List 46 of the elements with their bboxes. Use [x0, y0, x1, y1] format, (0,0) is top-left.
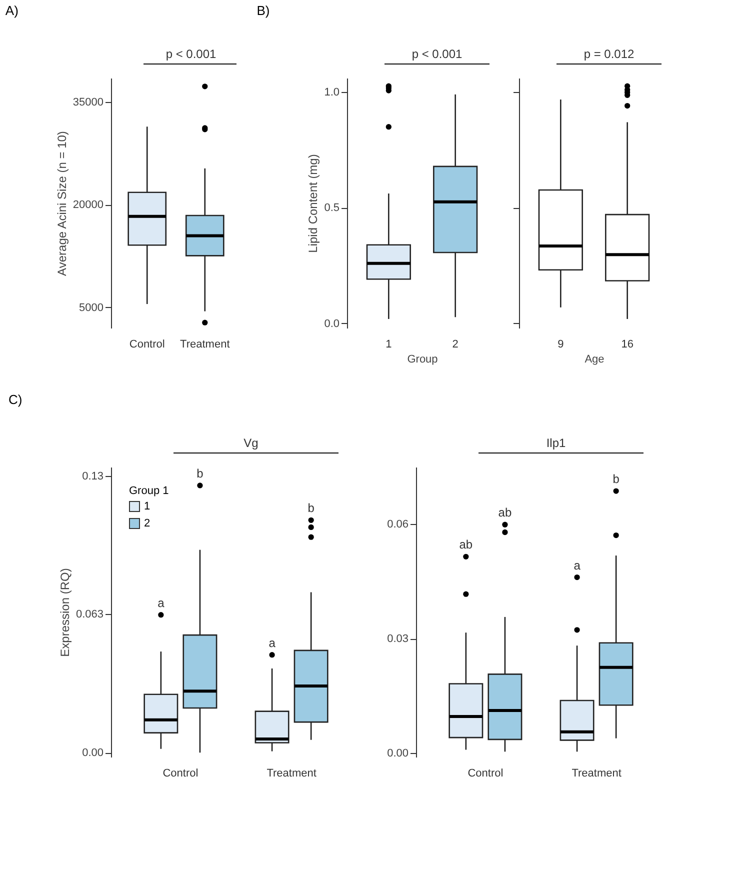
y-tick-label: 5000	[79, 302, 104, 314]
x-axis-title: Age	[584, 354, 604, 366]
legend-label: 1	[144, 500, 150, 512]
y-tick-label: 0.03	[387, 633, 408, 646]
text: p < 0.001	[412, 47, 463, 61]
text: A)	[5, 3, 18, 18]
text: C)	[8, 392, 22, 407]
annotation: ab	[459, 538, 473, 552]
x-tick-label: 16	[621, 338, 634, 350]
y-axis-title: Lipid Content (mg)	[306, 154, 320, 253]
x-tick-label: Treatment	[266, 768, 316, 780]
x-tick-label: Treatment	[180, 338, 230, 350]
annotation: ab	[498, 506, 512, 520]
legend-title: Group 1	[129, 485, 169, 497]
x-tick-label: Treatment	[572, 768, 622, 780]
y-tick-label: 0.063	[76, 608, 104, 621]
x-tick-label: Control	[468, 768, 504, 780]
chart-subtitle: Ilp1	[546, 436, 566, 450]
y-tick-label: 0.13	[82, 470, 104, 482]
chart-subtitle: Vg	[244, 436, 258, 450]
y-tick-label: 0.0	[324, 318, 340, 330]
x-tick-label: 2	[452, 338, 458, 350]
x-tick-label: 1	[386, 338, 392, 350]
legend-label: 2	[144, 518, 150, 530]
y-tick-label: 0.06	[387, 518, 408, 531]
text: p = 0.012	[584, 47, 635, 61]
annotation: b	[308, 501, 315, 516]
y-tick-label: 35000	[72, 96, 104, 108]
chart-title: B)	[256, 3, 270, 18]
annotation: a	[268, 636, 276, 650]
y-tick-label: 0.00	[387, 748, 408, 760]
x-tick-label: 9	[558, 338, 564, 350]
y-tick-label: 0.00	[82, 747, 104, 760]
y-tick-label: 20000	[72, 199, 104, 212]
annotation: b	[612, 472, 620, 486]
y-tick-label: 0.5	[324, 202, 340, 214]
text: p < 0.001	[166, 47, 217, 61]
x-tick-label: Control	[129, 338, 165, 350]
annotation: a	[158, 596, 165, 610]
y-tick-label: 1.0	[324, 86, 340, 98]
x-axis-title: Group	[407, 354, 438, 366]
y-axis-title: Expression (RQ)	[58, 568, 72, 657]
annotation: a	[574, 558, 581, 572]
y-axis-title: Average Acini Size (n = 10)	[54, 131, 69, 276]
x-tick-label: Control	[162, 768, 198, 780]
annotation: b	[196, 466, 204, 480]
